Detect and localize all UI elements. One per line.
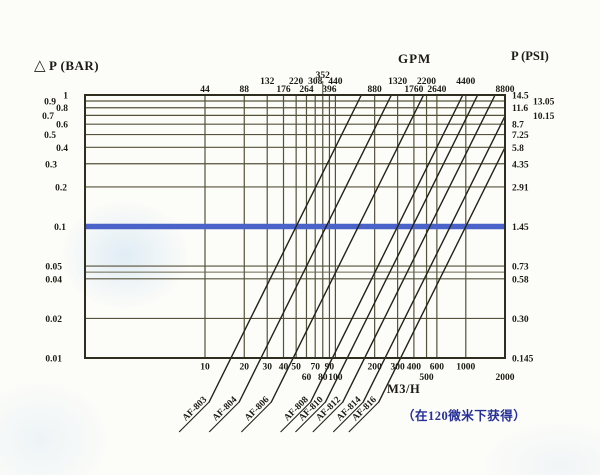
curve-label-underline-af-816 [348,401,380,433]
x-bottom-tick-2000: 2000 [496,373,515,383]
y-left-tick-0.7: 0.7 [42,112,54,122]
x-bottom-tick-200: 200 [368,363,383,373]
x-axis-top-title: GPM [398,51,432,66]
curve-af-814 [362,115,506,403]
x-bottom-tick-90: 90 [325,363,335,373]
y-left-tick-0.4: 0.4 [56,144,68,154]
y-right-tick-14.5: 14.5 [512,92,529,102]
x-top-tick-88: 88 [240,85,250,95]
x-bottom-tick-20: 20 [240,363,250,373]
curve-label-underline-af-804 [208,401,240,433]
curve-label-underline-af-814 [332,401,364,433]
x-top-tick-220: 220 [289,77,304,87]
y-left-tick-0.05: 0.05 [45,263,62,273]
x-top-tick-352: 352 [316,71,331,81]
x-bottom-tick-60: 60 [302,373,312,383]
x-bottom-tick-1000: 1000 [456,363,475,373]
x-bottom-tick-50: 50 [291,363,301,373]
curve-label-underline-af-808 [280,401,311,433]
x-top-tick-44: 44 [200,85,210,95]
curve-label-underline-af-812 [312,401,344,433]
y-right-tick-2.91: 2.91 [512,183,529,193]
micron-rating-note: （在120微米下获得） [402,409,527,423]
y-axis-right-title: P (PSI) [511,49,549,63]
x-top-tick-1760: 1760 [404,85,423,95]
curve-af-804 [238,94,393,403]
x-bottom-tick-600: 600 [430,363,445,373]
x-top-tick-880: 880 [368,85,383,95]
curve-af-806 [270,94,425,403]
delta-symbol: △ [34,56,47,74]
x-top-tick-1320: 1320 [388,77,407,87]
x-bottom-tick-80: 80 [318,373,328,383]
x-top-tick-132: 132 [260,77,275,87]
y-right-tick-10.15: 10.15 [533,112,555,122]
plot-frame [84,94,506,359]
y-right-tick-0.30: 0.30 [512,315,529,325]
y-left-tick-0.01: 0.01 [45,355,62,365]
x-bottom-tick-400: 400 [407,363,422,373]
y-right-tick-0.145: 0.145 [512,355,534,365]
y-left-tick-0.6: 0.6 [56,121,68,131]
y-axis-left-title-text: P (BAR) [49,58,100,73]
curve-label-underline-af-810 [295,401,326,433]
curve-label-af-804: AF-804 [211,395,240,424]
y-right-tick-4.35: 4.35 [512,160,529,170]
curve-af-803 [208,94,363,403]
y-left-tick-0.1: 0.1 [54,223,66,233]
curve-label-af-803: AF-803 [181,395,210,424]
x-top-tick-2640: 2640 [427,85,446,95]
curve-af-816 [378,146,506,403]
x-top-tick-2200: 2200 [417,77,436,87]
x-top-tick-176: 176 [276,85,291,95]
x-bottom-tick-40: 40 [279,363,289,373]
y-right-tick-0.58: 0.58 [512,275,529,285]
x-bottom-tick-100: 100 [328,373,343,383]
y-left-tick-0.2: 0.2 [55,183,67,193]
x-top-tick-440: 440 [328,77,343,87]
x-bottom-tick-500: 500 [419,373,434,383]
x-top-tick-264: 264 [299,85,314,95]
y-left-tick-0.8: 0.8 [56,104,68,114]
y-right-tick-1.45: 1.45 [512,223,529,233]
x-top-tick-4400: 4400 [456,77,475,87]
x-top-tick-308: 308 [308,77,323,87]
y-left-tick-0.3: 0.3 [45,160,57,170]
x-bottom-tick-70: 70 [310,363,320,373]
curve-af-810 [324,94,479,403]
curve-af-812 [342,94,496,403]
x-bottom-tick-10: 10 [200,363,210,373]
y-axis-left-title: △ P (BAR) [34,56,99,74]
curve-label-underline-af-803 [178,401,210,433]
curve-af-808 [309,94,464,403]
x-axis-bottom-title: M3/H [387,382,421,396]
curve-label-underline-af-806 [240,401,272,433]
x-bottom-tick-30: 30 [262,363,272,373]
x-bottom-tick-300: 300 [390,363,405,373]
y-left-tick-0.5: 0.5 [44,131,56,141]
y-right-tick-7.25: 7.25 [512,131,529,141]
y-left-tick-1: 1 [63,92,68,102]
y-left-tick-0.02: 0.02 [45,315,62,325]
y-right-tick-11.6: 11.6 [512,104,528,114]
y-left-tick-0.04: 0.04 [45,275,62,285]
y-right-tick-8.7: 8.7 [512,121,524,131]
x-top-tick-396: 396 [322,85,337,95]
y-right-tick-5.8: 5.8 [512,144,524,154]
x-top-tick-8800: 8800 [496,85,515,95]
y-right-tick-0.73: 0.73 [512,263,529,273]
y-left-tick-0.9: 0.9 [44,98,56,108]
y-right-tick-13.05: 13.05 [533,98,555,108]
curve-label-af-806: AF-806 [243,395,272,424]
